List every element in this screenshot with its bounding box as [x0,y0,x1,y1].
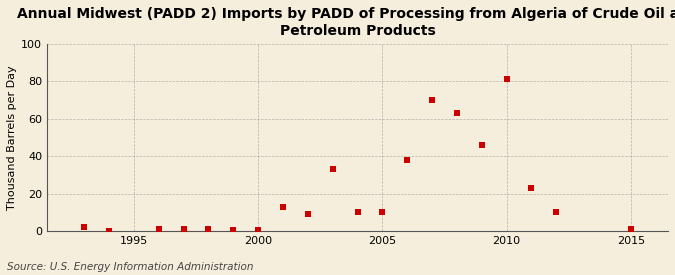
Point [203,227,214,232]
Point [452,111,462,115]
Point [178,227,189,232]
Point [228,228,239,232]
Point [104,229,115,233]
Point [427,98,437,102]
Point [153,227,164,232]
Point [79,225,90,230]
Point [277,205,288,209]
Point [377,210,387,214]
Point [327,167,338,172]
Point [352,210,363,214]
Text: Source: U.S. Energy Information Administration: Source: U.S. Energy Information Administ… [7,262,253,272]
Point [252,228,263,232]
Point [302,212,313,216]
Title: Annual Midwest (PADD 2) Imports by PADD of Processing from Algeria of Crude Oil : Annual Midwest (PADD 2) Imports by PADD … [17,7,675,38]
Point [526,186,537,190]
Point [626,227,637,232]
Point [402,158,412,162]
Point [551,210,562,214]
Point [501,77,512,81]
Y-axis label: Thousand Barrels per Day: Thousand Barrels per Day [7,65,17,210]
Point [477,143,487,147]
